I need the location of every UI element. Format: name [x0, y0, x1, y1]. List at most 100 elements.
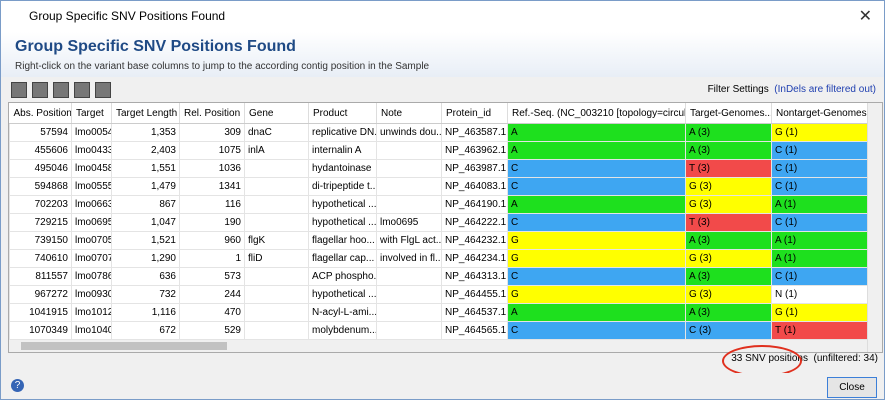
cell: lmo0930	[71, 285, 112, 304]
cell: lmo0695	[376, 213, 442, 232]
column-header: Target Length	[111, 103, 180, 124]
cell	[244, 177, 309, 196]
cell: G (3)	[685, 249, 772, 268]
row: 455606 lmo0433 2,403 1075 inlA internalin A NP…	[9, 141, 868, 160]
cell: 1,290	[111, 249, 180, 268]
cell: NP_464537.1	[441, 303, 508, 322]
cell: unwinds dou...	[376, 123, 442, 142]
toolbar	[11, 82, 116, 101]
cell: lmo1012	[71, 303, 112, 322]
cell: NP_464313.1	[441, 267, 508, 286]
column-header: Nontarget-Genomes ...	[771, 103, 868, 124]
cell: N (1)	[771, 285, 868, 304]
cell: A (3)	[685, 123, 772, 142]
cell: 1,353	[111, 123, 180, 142]
cell: 739150	[9, 231, 72, 250]
tool[interactable]	[53, 82, 69, 98]
cell: G	[507, 231, 686, 250]
cell	[376, 267, 442, 286]
help-icon[interactable]: ?	[11, 379, 24, 392]
snv-table: Abs. Position Target Target Length Rel. Pos…	[9, 103, 868, 352]
cell	[244, 213, 309, 232]
cell: C (3)	[685, 321, 772, 340]
row: 811557 lmo0786 636 573 ACP phospho... NP_4643…	[9, 267, 868, 286]
close-x[interactable]: ✕	[858, 8, 872, 25]
cell: lmo0555	[71, 177, 112, 196]
cell: 732	[111, 285, 180, 304]
cell: ACP phospho...	[308, 267, 377, 286]
cell: T (1)	[771, 321, 868, 340]
cell: 1,116	[111, 303, 180, 322]
cell: hydantoinase	[308, 159, 377, 178]
cell	[376, 321, 442, 340]
cell: 470	[179, 303, 245, 322]
tool[interactable]	[74, 82, 90, 98]
cell	[376, 303, 442, 322]
filter-note: (InDels are filtered out)	[774, 84, 876, 95]
cell: lmo0707	[71, 249, 112, 268]
cell: lmo0705	[71, 231, 112, 250]
column-header: Note	[376, 103, 442, 124]
cell: NP_463587.1	[441, 123, 508, 142]
cell: flagellar cap...	[308, 249, 377, 268]
unfiltered-count: (unfiltered: 34)	[813, 353, 878, 364]
cell: A (1)	[771, 195, 868, 214]
v-scrollbar[interactable]	[867, 103, 882, 352]
cell	[244, 303, 309, 322]
cell: 57594	[9, 123, 72, 142]
cell: hypothetical ...	[308, 213, 377, 232]
cell: NP_464455.1	[441, 285, 508, 304]
cell	[244, 267, 309, 286]
cell: A (1)	[771, 231, 868, 250]
cell: 811557	[9, 267, 72, 286]
tool[interactable]	[32, 82, 48, 98]
cell: inlA	[244, 141, 309, 160]
cell: A	[507, 303, 686, 322]
tool[interactable]	[11, 82, 27, 98]
cell: C (1)	[771, 267, 868, 286]
cell: T (3)	[685, 159, 772, 178]
cell: dnaC	[244, 123, 309, 142]
header-title: Group Specific SNV Positions Found	[15, 38, 296, 55]
cell: 1,521	[111, 231, 180, 250]
cell	[376, 177, 442, 196]
cell	[376, 141, 442, 160]
cell: G	[507, 285, 686, 304]
cell: NP_464232.1	[441, 231, 508, 250]
row: 1070349 lmo1040 672 529 molybdenum... NP_4645…	[9, 321, 868, 340]
filter-settings[interactable]: Filter Settings	[707, 84, 769, 95]
cell: C (1)	[771, 213, 868, 232]
tool[interactable]	[95, 82, 111, 98]
cell: 1,479	[111, 177, 180, 196]
row: 1041915 lmo1012 1,116 470 N-acyl-L-ami... NP_…	[9, 303, 868, 322]
cell: 244	[179, 285, 245, 304]
column-header: Ref.-Seq. (NC_003210 [topology=circul...	[507, 103, 686, 124]
cell	[376, 195, 442, 214]
cell: NP_464234.1	[441, 249, 508, 268]
cell: 116	[179, 195, 245, 214]
cell: G (3)	[685, 177, 772, 196]
cell	[244, 285, 309, 304]
cell: A (3)	[685, 303, 772, 322]
cell: lmo0786	[71, 267, 112, 286]
cell: 1	[179, 249, 245, 268]
filter: Filter Settings (InDels are filtered out…	[708, 84, 876, 95]
close-button[interactable]: Close	[827, 377, 877, 398]
cell: 636	[111, 267, 180, 286]
cell: 455606	[9, 141, 72, 160]
table: Abs. Position Target Target Length Rel. Pos…	[8, 102, 883, 353]
cell: hypothetical ...	[308, 285, 377, 304]
column-header: Protein_id	[441, 103, 508, 124]
cell: 702203	[9, 195, 72, 214]
cell: lmo0695	[71, 213, 112, 232]
cell: hypothetical ...	[308, 195, 377, 214]
row: 702203 lmo0663 867 116 hypothetical ... NP_46…	[9, 195, 868, 214]
cell: flgK	[244, 231, 309, 250]
h-scrollbar[interactable]	[9, 340, 868, 352]
cell: C	[507, 177, 686, 196]
column-header: Target-Genomes...	[685, 103, 772, 124]
cell: A	[507, 141, 686, 160]
cell: C (1)	[771, 141, 868, 160]
header: Group Specific SNV Positions Found Right…	[1, 32, 884, 77]
title-bar: Group Specific SNV Positions Found ✕	[1, 1, 884, 32]
